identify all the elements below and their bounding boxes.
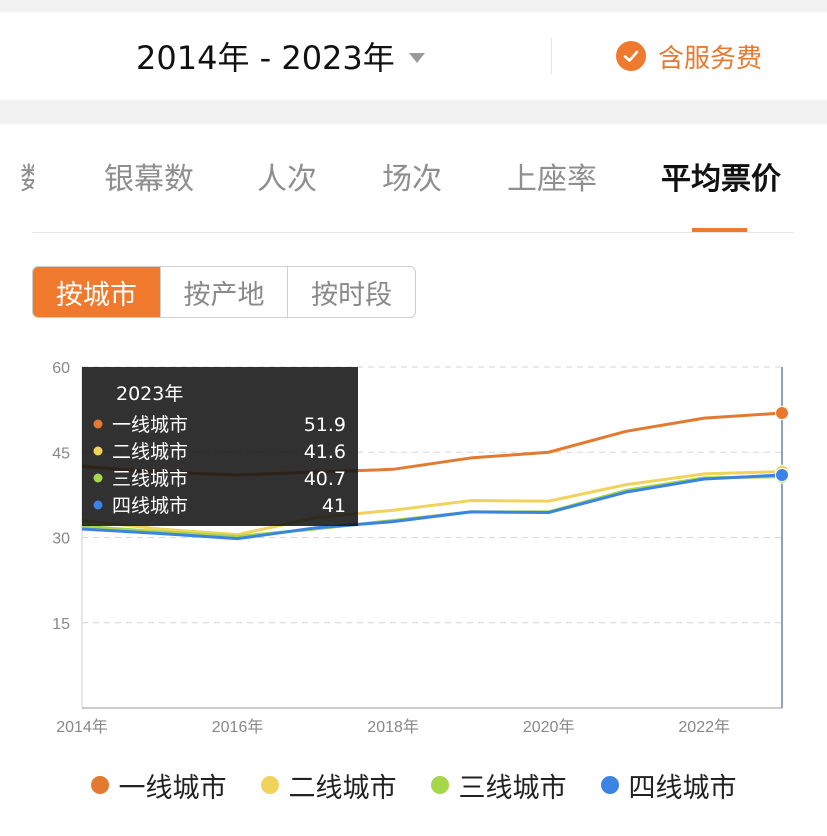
tooltip-dot-tier1 <box>93 419 103 429</box>
y-tick-label: 60 <box>52 360 70 377</box>
x-tick-label: 2018年 <box>367 718 419 736</box>
tooltip-dot-tier2 <box>93 446 103 456</box>
check-circle-icon <box>616 41 646 71</box>
series-line-tier2 <box>81 470 783 537</box>
tooltip-value-tier3: 40.7 <box>304 468 346 490</box>
segment-by-timeslot[interactable]: 按时段 <box>311 279 393 311</box>
series-line-tier4 <box>81 473 783 541</box>
tooltip-label-tier3: 三线城市 <box>112 468 188 490</box>
chevron-down-icon <box>408 53 425 63</box>
legend-item-tier2[interactable]: 二线城市 <box>260 766 397 805</box>
tooltip-label-tier4: 四线城市 <box>112 495 188 517</box>
legend-item-tier1[interactable]: 一线城市 <box>90 766 227 805</box>
data-point-tier1 <box>775 406 789 421</box>
grouping-segmented-control: 按城市 按产地 按时段 <box>32 266 416 318</box>
tab-screens[interactable]: 银幕数 <box>104 162 194 197</box>
legend-label-tier1: 一线城市 <box>118 772 227 804</box>
chart-card: 数 银幕数 人次 场次 上座率 平均票价 按城市 按产地 按时段 60 45 30 1… <box>0 124 827 836</box>
legend-dot-tier3 <box>430 776 449 794</box>
legend-label-tier4: 四线城市 <box>628 772 737 804</box>
tabs-divider <box>32 232 794 233</box>
data-point-tier4 <box>775 467 789 482</box>
segment-by-city[interactable]: 按城市 <box>33 267 161 317</box>
legend-label-tier3: 三线城市 <box>458 772 567 804</box>
y-tick-label: 45 <box>52 445 70 462</box>
legend-item-tier4[interactable]: 四线城市 <box>600 766 737 805</box>
service-fee-toggle[interactable]: 含服务费 <box>616 36 762 76</box>
tooltip-title: 2023年 <box>116 383 183 405</box>
date-range-label: 2014年 - 2023年 <box>136 39 395 77</box>
tab-shows[interactable]: 场次 <box>382 162 442 197</box>
tab-average-price[interactable]: 平均票价 <box>661 162 781 197</box>
tooltip-dot-tier4 <box>93 500 103 510</box>
segment-by-origin[interactable]: 按产地 <box>161 267 289 317</box>
chart-legend: 一线城市 二线城市 三线城市 四线城市 <box>0 760 827 810</box>
y-tick-label: 30 <box>52 531 70 548</box>
tooltip-box <box>82 367 358 526</box>
x-tick-label: 2022年 <box>678 718 730 736</box>
line-chart[interactable]: 60 45 30 15 2014年 2016年 2018年 2020年 2022年 2023年一线… <box>0 124 827 764</box>
active-tab-indicator <box>692 228 747 232</box>
legend-item-tier3[interactable]: 三线城市 <box>430 766 567 805</box>
tooltip-label-tier1: 一线城市 <box>112 414 188 436</box>
x-tick-label: 2016年 <box>212 718 264 736</box>
metric-tabs: 数 银幕数 人次 场次 上座率 平均票价 <box>0 154 827 204</box>
date-range-selector[interactable]: 2014年 - 2023年 <box>136 32 425 80</box>
service-fee-label: 含服务费 <box>658 43 763 74</box>
tooltip-dot-tier3 <box>93 473 103 483</box>
x-tick-label: 2014年 <box>56 718 108 736</box>
legend-label-tier2: 二线城市 <box>288 772 397 804</box>
tab-admissions[interactable]: 人次 <box>257 162 317 197</box>
tab-partial[interactable]: 数 <box>20 154 34 198</box>
legend-dot-tier2 <box>260 776 279 794</box>
divider <box>551 38 552 74</box>
tab-occupancy[interactable]: 上座率 <box>507 162 597 197</box>
filter-bar: 2014年 - 2023年 含服务费 <box>0 12 827 100</box>
tooltip-value-tier2: 41.6 <box>304 441 346 463</box>
y-tick-label: 15 <box>52 616 70 633</box>
x-tick-label: 2020年 <box>523 718 575 736</box>
tooltip-value-tier4: 41 <box>322 495 346 517</box>
legend-dot-tier4 <box>600 776 619 794</box>
tooltip-value-tier1: 51.9 <box>304 414 346 436</box>
legend-dot-tier1 <box>90 776 109 794</box>
tooltip-label-tier2: 二线城市 <box>112 441 188 463</box>
